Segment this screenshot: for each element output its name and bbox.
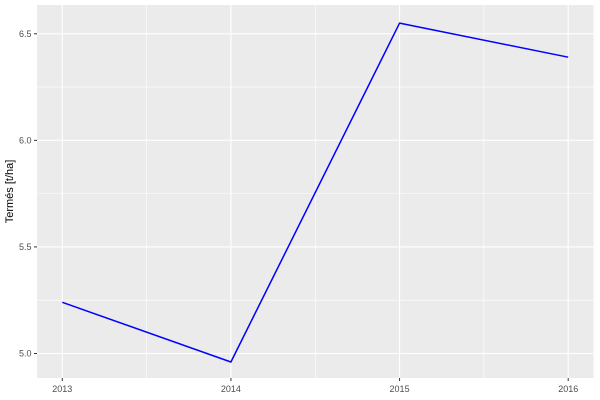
x-tick-label: 2014 <box>221 384 241 394</box>
y-axis-title: Termés [t/ha] <box>4 160 16 224</box>
y-tick-label: 6.0 <box>19 136 32 146</box>
x-tick-label: 2015 <box>390 384 410 394</box>
y-tick-label: 5.0 <box>19 349 32 359</box>
y-tick-label: 5.5 <box>19 242 32 252</box>
data-line <box>62 22 569 363</box>
x-tick-label: 2016 <box>558 384 578 394</box>
y-tick-label: 6.5 <box>19 29 32 39</box>
x-tick-label: 2013 <box>52 384 72 394</box>
